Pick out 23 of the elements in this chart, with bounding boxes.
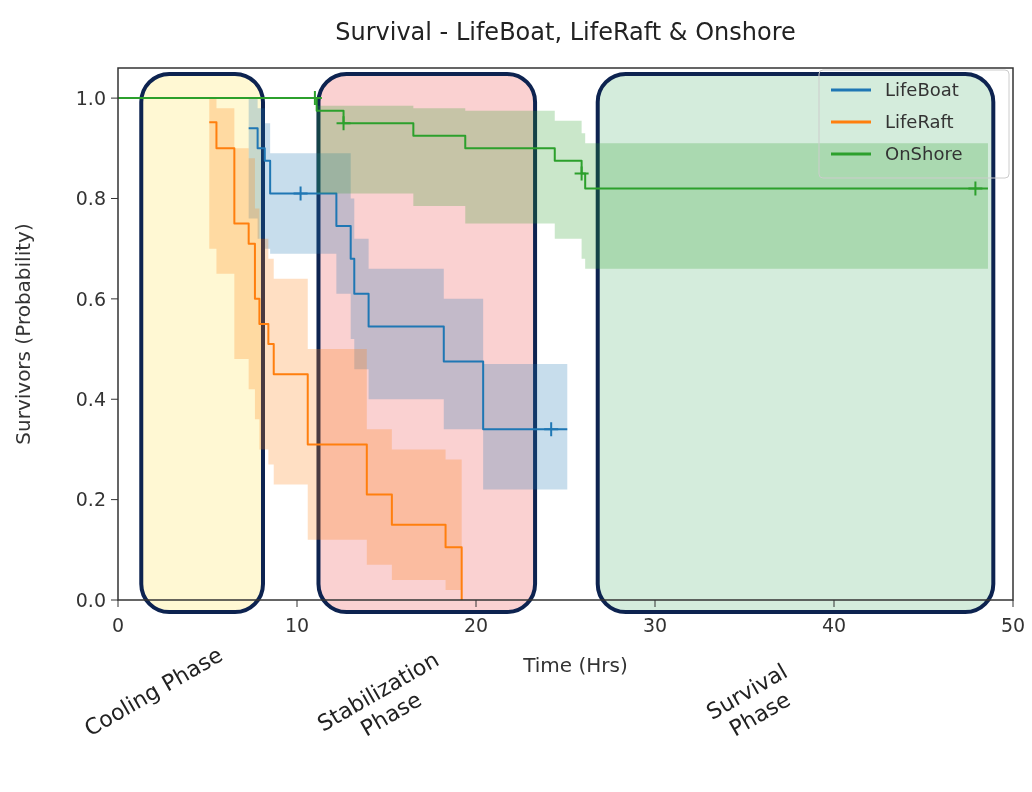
y-tick-label: 1.0 <box>75 86 106 109</box>
chart-title: Survival - LifeBoat, LifeRaft & Onshore <box>335 18 796 46</box>
legend-label: LifeRaft <box>885 111 954 133</box>
y-tick-label: 0.2 <box>75 488 106 511</box>
point <box>573 165 590 182</box>
x-axis-title: Time (Hrs) <box>522 653 628 677</box>
point <box>967 180 984 197</box>
x-tick-label: 10 <box>284 614 310 636</box>
x-tick-label: 50 <box>1000 614 1026 636</box>
legend-label: OnShore <box>885 143 963 165</box>
x-tick-label: 40 <box>821 614 847 636</box>
point <box>292 185 309 202</box>
y-tick-label: 0.0 <box>75 588 106 611</box>
y-tick-label: 0.6 <box>75 287 106 310</box>
x-tick-label: 0 <box>111 614 125 636</box>
y-axis-title: Survivors (Probability) <box>11 223 35 445</box>
point <box>543 421 560 438</box>
legend-label: LifeBoat <box>885 79 959 101</box>
point <box>335 115 352 132</box>
x-tick-label: 30 <box>642 614 668 636</box>
x-tick-label: 20 <box>463 614 489 636</box>
y-tick-label: 0.8 <box>75 187 106 210</box>
y-tick-label: 0.4 <box>75 387 106 410</box>
